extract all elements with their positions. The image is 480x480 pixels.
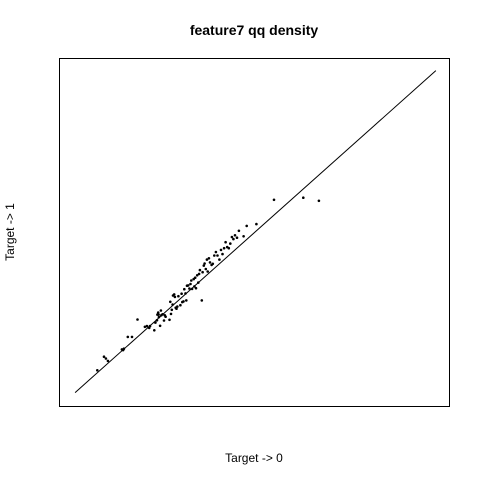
reference-line	[75, 71, 436, 393]
data-point	[212, 263, 215, 266]
data-point	[242, 235, 245, 238]
data-point	[188, 287, 191, 290]
data-point	[164, 315, 167, 318]
data-point	[153, 329, 156, 332]
data-point	[158, 316, 161, 319]
data-point	[223, 247, 226, 250]
data-point	[224, 241, 227, 244]
data-point	[215, 251, 218, 254]
data-point	[180, 292, 183, 295]
data-point	[107, 360, 110, 363]
data-point	[159, 325, 162, 328]
data-point	[234, 234, 237, 237]
data-point	[198, 273, 201, 276]
data-point	[203, 262, 206, 265]
data-point	[201, 271, 204, 274]
data-point	[199, 269, 202, 272]
data-point	[136, 318, 139, 321]
data-point	[236, 236, 239, 239]
data-point	[169, 301, 172, 304]
data-point	[238, 230, 241, 233]
data-point	[189, 283, 192, 286]
data-point	[190, 279, 193, 282]
data-point	[206, 270, 209, 273]
data-point	[173, 293, 176, 296]
data-point	[146, 325, 149, 328]
data-point	[245, 225, 248, 228]
data-point	[171, 303, 174, 306]
data-point	[302, 196, 305, 199]
chart-title: feature7 qq density	[190, 22, 319, 38]
data-point	[220, 249, 223, 252]
data-point	[174, 296, 177, 299]
data-point	[187, 284, 190, 287]
data-point	[201, 299, 204, 302]
data-points	[96, 196, 320, 371]
data-point	[179, 304, 182, 307]
y-axis-label: Target -> 1	[3, 203, 17, 261]
data-point	[228, 247, 231, 250]
data-point	[205, 268, 208, 271]
data-point	[156, 319, 159, 322]
data-point	[208, 257, 211, 260]
data-point	[96, 369, 99, 372]
data-point	[123, 347, 126, 350]
data-point	[232, 238, 235, 241]
data-point	[177, 295, 180, 298]
data-point	[218, 258, 221, 261]
data-point	[131, 336, 134, 339]
x-axis-label: Target -> 0	[225, 451, 283, 465]
data-point	[103, 355, 106, 358]
data-point	[184, 292, 187, 295]
data-point	[231, 236, 234, 239]
data-point	[273, 199, 276, 202]
data-point	[154, 321, 157, 324]
data-point	[221, 253, 224, 256]
data-point	[209, 261, 212, 264]
data-point	[185, 299, 188, 302]
data-point	[171, 309, 174, 312]
data-point	[195, 287, 198, 290]
data-point	[168, 319, 171, 322]
data-point	[318, 200, 321, 203]
data-point	[183, 288, 186, 291]
data-point	[170, 313, 173, 316]
data-point	[176, 305, 179, 308]
data-point	[213, 254, 216, 257]
data-point	[160, 309, 163, 312]
data-point	[194, 276, 197, 279]
data-point	[127, 336, 130, 339]
data-point	[157, 313, 160, 316]
data-point	[197, 281, 200, 284]
data-point	[216, 254, 219, 257]
data-point	[191, 288, 194, 291]
data-point	[182, 300, 185, 303]
data-point	[229, 242, 232, 245]
data-point	[161, 313, 164, 316]
data-point	[163, 319, 166, 322]
data-point	[255, 223, 258, 226]
data-point	[105, 357, 108, 360]
data-point	[149, 325, 152, 328]
